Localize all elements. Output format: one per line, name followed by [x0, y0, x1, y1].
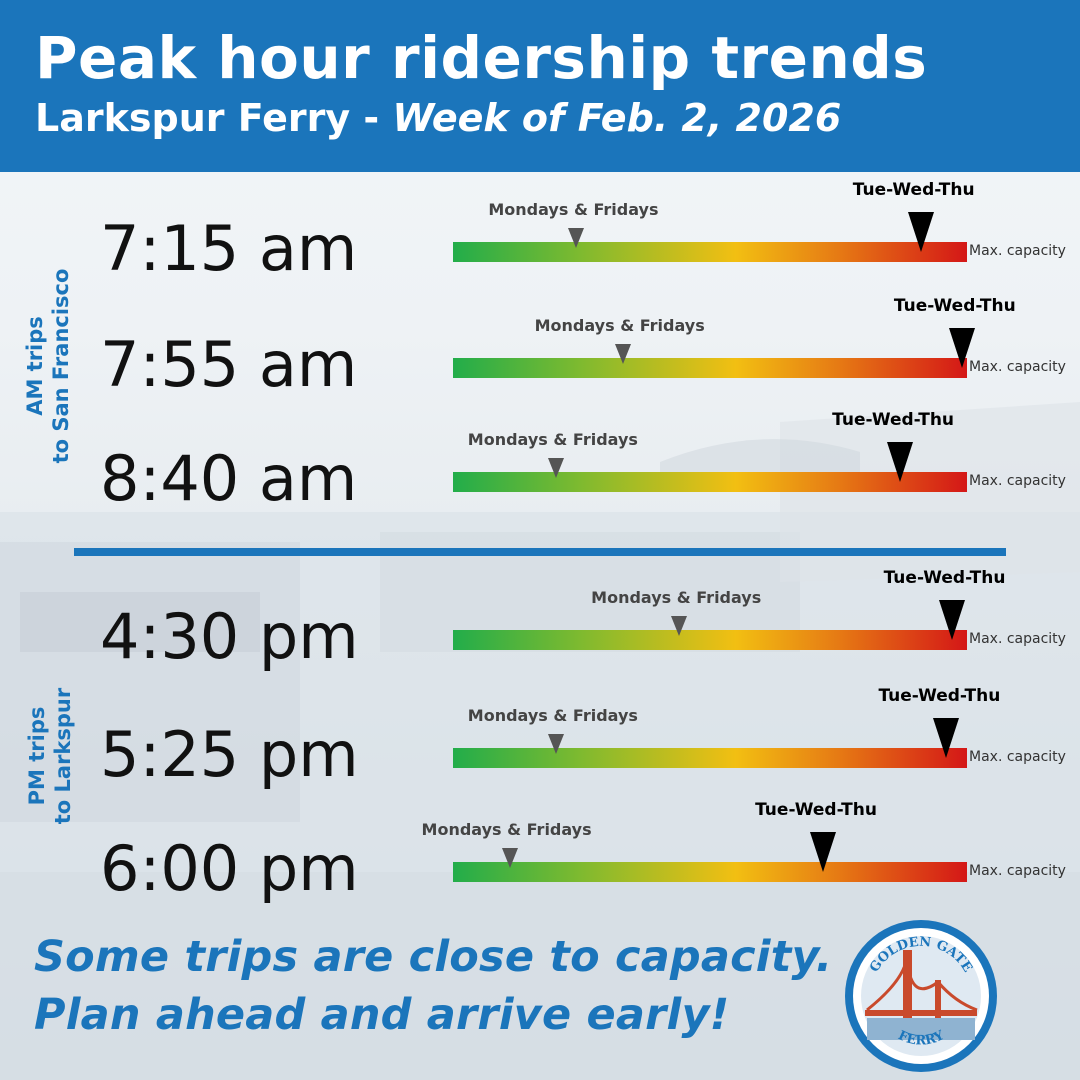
mondays-fridays-label: Mondays & Fridays — [467, 706, 638, 725]
mondays-fridays-marker — [614, 344, 631, 364]
trip-time-label: 4:30 pm — [100, 600, 359, 673]
trip-time-label: 6:00 pm — [100, 832, 359, 905]
trip-time-label: 7:15 am — [100, 212, 358, 285]
golden-gate-ferry-logo: GOLDEN GATE FERRY — [845, 920, 997, 1072]
max-capacity-label: Max. capacity — [969, 473, 1066, 489]
mondays-fridays-marker — [547, 734, 564, 754]
section-label-am: AM trips to San Francisco — [22, 266, 74, 466]
tue-wed-thu-marker — [938, 600, 965, 640]
header-banner: Peak hour ridership trends Larkspur Ferr… — [0, 0, 1080, 172]
mondays-fridays-label: Mondays & Fridays — [534, 316, 705, 335]
mondays-fridays-marker — [568, 228, 585, 248]
page-subtitle: Larkspur Ferry - Week of Feb. 2, 2026 — [35, 96, 841, 140]
tue-wed-thu-marker — [948, 328, 975, 368]
tue-wed-thu-marker — [887, 442, 914, 482]
mondays-fridays-label: Mondays & Fridays — [421, 820, 592, 839]
trip-time-label: 5:25 pm — [100, 718, 359, 791]
section-label-pm-line2: to Larkspur — [51, 687, 75, 825]
capacity-bar — [453, 472, 967, 492]
logo-bottom-text: FERRY — [896, 1028, 948, 1049]
page-title: Peak hour ridership trends — [35, 24, 928, 92]
capacity-bar — [453, 862, 967, 882]
mondays-fridays-label: Mondays & Fridays — [488, 200, 659, 219]
tue-wed-thu-marker — [810, 832, 837, 872]
capacity-bar — [453, 748, 967, 768]
mondays-fridays-marker — [501, 848, 518, 868]
mondays-fridays-marker — [547, 458, 564, 478]
max-capacity-label: Max. capacity — [969, 863, 1066, 879]
capacity-bar — [453, 242, 967, 262]
tue-wed-thu-label: Tue-Wed-Thu — [893, 296, 1016, 316]
capacity-bar — [453, 358, 967, 378]
mondays-fridays-marker — [671, 616, 688, 636]
section-label-am-line1: AM trips — [23, 316, 47, 416]
tue-wed-thu-label: Tue-Wed-Thu — [883, 568, 1006, 588]
subtitle-location: Larkspur Ferry - — [35, 96, 393, 140]
trip-time-label: 8:40 am — [100, 442, 358, 515]
max-capacity-label: Max. capacity — [969, 631, 1066, 647]
subtitle-week: Week of Feb. 2, 2026 — [392, 96, 842, 140]
section-label-pm: PM trips to Larkspur — [24, 656, 76, 856]
section-label-pm-line1: PM trips — [25, 706, 49, 806]
tue-wed-thu-marker — [933, 718, 960, 758]
trip-time-label: 7:55 am — [100, 328, 358, 401]
tue-wed-thu-label: Tue-Wed-Thu — [878, 686, 1001, 706]
max-capacity-label: Max. capacity — [969, 243, 1066, 259]
capacity-bar — [453, 630, 967, 650]
max-capacity-label: Max. capacity — [969, 359, 1066, 375]
footer-line1: Some trips are close to capacity. — [34, 932, 833, 982]
svg-text:FERRY: FERRY — [896, 1028, 948, 1049]
section-label-am-line2: to San Francisco — [49, 268, 73, 464]
tue-wed-thu-marker — [907, 212, 934, 252]
tue-wed-thu-label: Tue-Wed-Thu — [852, 180, 975, 200]
am-pm-divider — [74, 548, 1006, 556]
tue-wed-thu-label: Tue-Wed-Thu — [755, 800, 877, 820]
footer-line2: Plan ahead and arrive early! — [34, 990, 730, 1040]
mondays-fridays-label: Mondays & Fridays — [591, 588, 762, 607]
mondays-fridays-label: Mondays & Fridays — [467, 430, 638, 449]
max-capacity-label: Max. capacity — [969, 749, 1066, 765]
tue-wed-thu-label: Tue-Wed-Thu — [832, 410, 955, 430]
